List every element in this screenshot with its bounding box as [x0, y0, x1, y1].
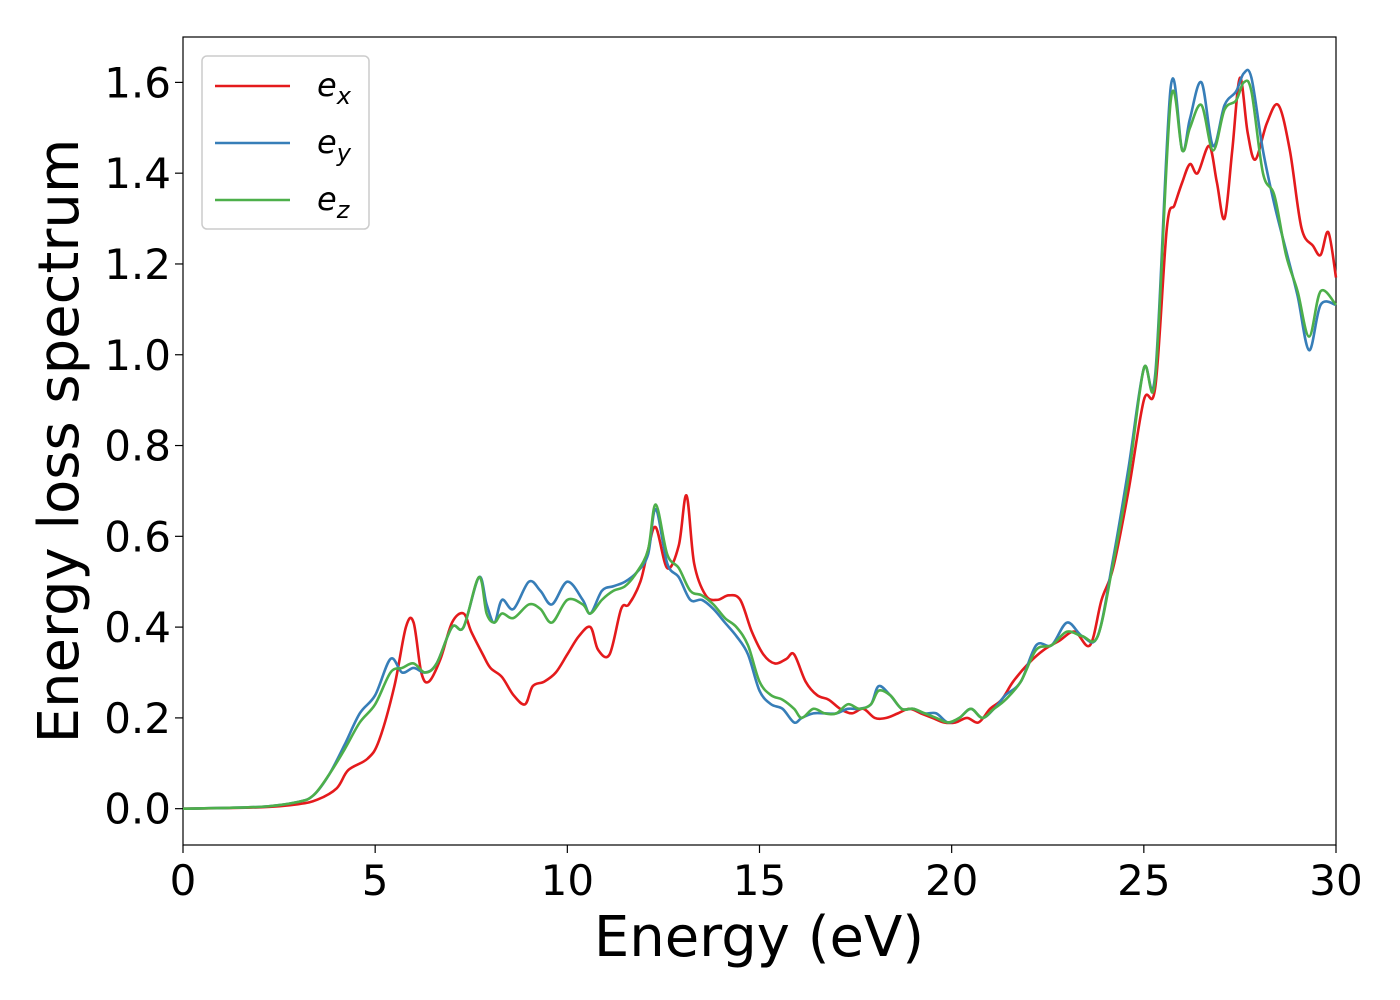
y-tick-label: 1.0 — [104, 331, 171, 380]
legend: ex ey ez — [201, 55, 370, 230]
y-tick-label: 1.4 — [104, 149, 171, 198]
y-tick-label: 0.0 — [104, 785, 171, 834]
y-tick-label: 0.8 — [104, 422, 171, 471]
x-tick-label: 15 — [733, 856, 786, 905]
legend-label-y: ey — [317, 123, 352, 167]
x-axis-ticks: 0 5 10 15 20 25 30 — [170, 845, 1363, 905]
x-tick-label: 20 — [925, 856, 978, 905]
y-axis-ticks: 0.0 0.2 0.4 0.6 0.8 1.0 1.2 1.4 1.6 — [104, 58, 183, 834]
y-tick-label: 0.4 — [104, 603, 171, 652]
y-tick-label: 1.2 — [104, 240, 171, 289]
series-line-z — [182, 79, 1337, 810]
x-tick-label: 10 — [541, 856, 594, 905]
y-tick-label: 0.6 — [104, 512, 171, 561]
x-tick-label: 0 — [170, 856, 197, 905]
legend-label-z: ez — [317, 180, 351, 224]
plot-frame — [182, 36, 1337, 846]
y-tick-label: 1.6 — [104, 58, 171, 107]
x-tick-label: 5 — [362, 856, 389, 905]
y-axis-title: Energy loss spectrum — [27, 139, 92, 744]
series-layer — [182, 68, 1338, 810]
x-tick-label: 25 — [1117, 856, 1170, 905]
y-tick-label: 0.2 — [104, 694, 171, 743]
x-axis-title: Energy (eV) — [594, 905, 924, 970]
legend-label-x: ex — [317, 66, 352, 110]
series-line-x — [182, 76, 1338, 810]
x-tick-label: 30 — [1309, 856, 1362, 905]
